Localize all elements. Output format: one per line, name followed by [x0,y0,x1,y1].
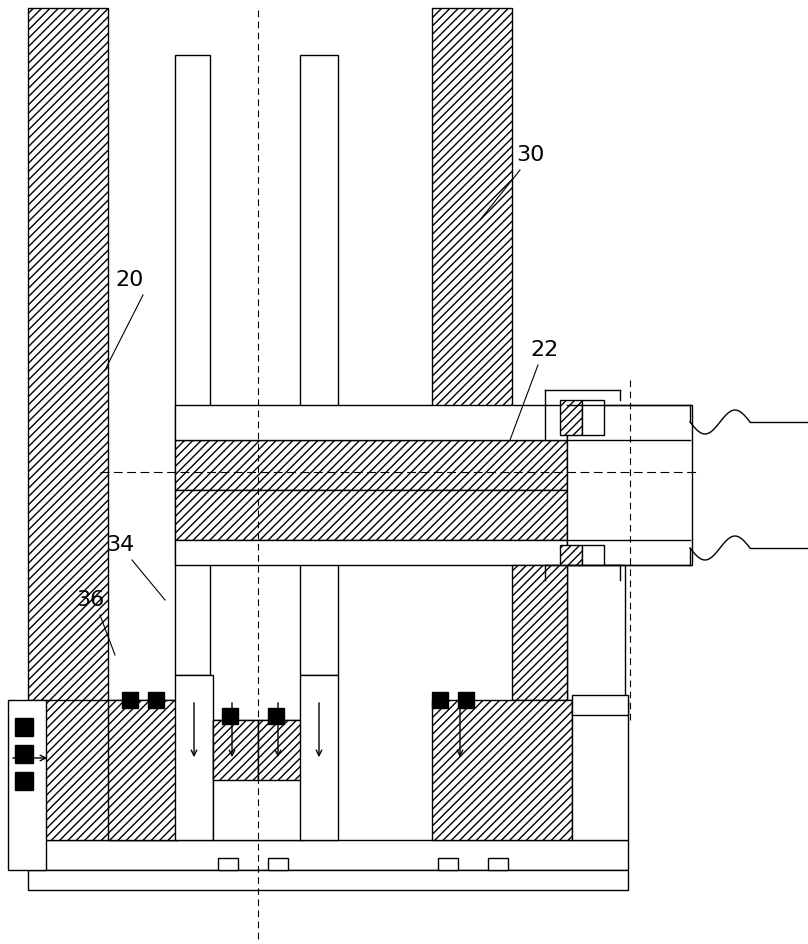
Bar [175,490,567,540]
Bar [560,545,582,580]
Bar [268,858,288,870]
Bar [258,720,303,780]
Bar [175,440,567,490]
Text: 30: 30 [516,145,544,165]
Bar [213,720,303,840]
Bar [175,405,567,440]
Bar [15,772,33,790]
Bar [582,545,604,580]
Bar [572,700,628,840]
Bar [432,692,448,708]
Bar [175,540,567,565]
Bar [300,55,338,675]
Bar [438,858,458,870]
Bar [28,870,628,890]
Bar [560,400,582,435]
Bar [15,745,33,763]
Text: 20: 20 [116,270,144,290]
Bar [28,840,628,870]
Bar [432,700,572,840]
Bar [175,675,213,840]
Bar [122,692,138,708]
Bar [567,565,625,700]
Bar [218,858,238,870]
Bar [432,8,512,448]
Bar [108,700,178,840]
Bar [458,692,474,708]
Bar [300,675,338,840]
Text: 34: 34 [106,535,134,555]
Bar [28,8,108,870]
Bar [582,400,604,435]
Bar [213,720,258,780]
Bar [572,695,628,715]
Bar [268,708,284,724]
Bar [8,700,46,870]
Bar [175,55,210,675]
Text: 36: 36 [76,590,104,610]
Bar [28,700,176,840]
Bar [222,708,238,724]
Bar [512,565,567,700]
Bar [567,405,692,565]
Bar [488,858,508,870]
Bar [15,718,33,736]
Bar [148,692,164,708]
Text: 22: 22 [531,340,559,360]
